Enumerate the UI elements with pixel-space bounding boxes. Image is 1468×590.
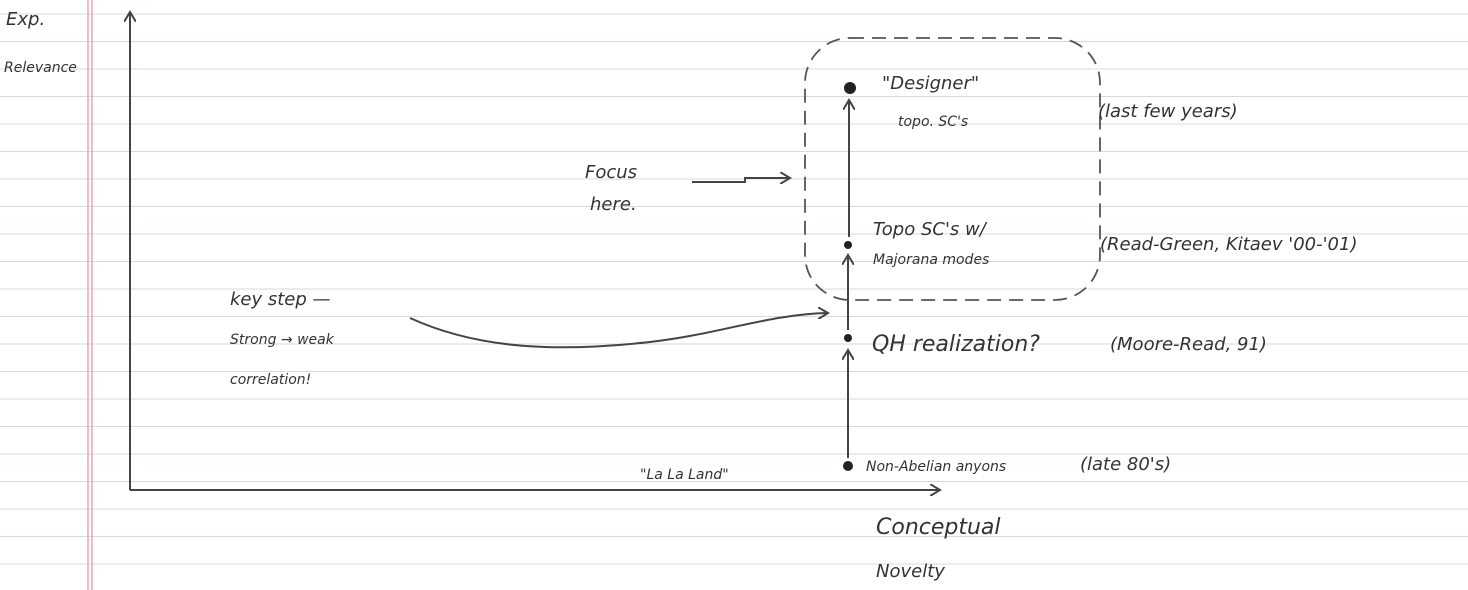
node-note: (late 80's)	[1080, 454, 1171, 475]
annotation: here.	[590, 194, 637, 215]
node-label: QH realization?	[872, 332, 1040, 357]
node-label: topo. SC's	[898, 114, 968, 130]
node-dot	[843, 461, 853, 471]
y-axis-label: Exp.	[6, 9, 45, 30]
node-dot	[844, 82, 856, 94]
node-dot	[844, 241, 852, 249]
node-label: Topo SC's w/	[873, 219, 988, 240]
annotation: key step —	[230, 289, 331, 310]
ruled-lines	[0, 14, 1468, 564]
annotation: correlation!	[230, 372, 311, 388]
x-axis-label: Novelty	[876, 561, 945, 582]
annotation: Focus	[585, 162, 637, 183]
node-note: (Moore-Read, 91)	[1110, 334, 1267, 355]
annotation: "La La Land"	[640, 467, 729, 483]
node-label: Majorana modes	[873, 252, 989, 268]
notebook-page: Exp. Relevance Conceptual Novelty "Desig…	[0, 0, 1468, 590]
annotation: Strong → weak	[230, 332, 335, 348]
y-axis-label: Relevance	[4, 60, 77, 76]
arrow	[410, 313, 828, 347]
node-note: (last few years)	[1098, 101, 1238, 122]
node-label: Non-Abelian anyons	[866, 459, 1006, 475]
node-dot	[844, 334, 852, 342]
node-note: (Read-Green, Kitaev '00-'01)	[1100, 234, 1357, 255]
node-label: "Designer"	[882, 73, 979, 94]
x-axis-label: Conceptual	[876, 515, 1001, 540]
